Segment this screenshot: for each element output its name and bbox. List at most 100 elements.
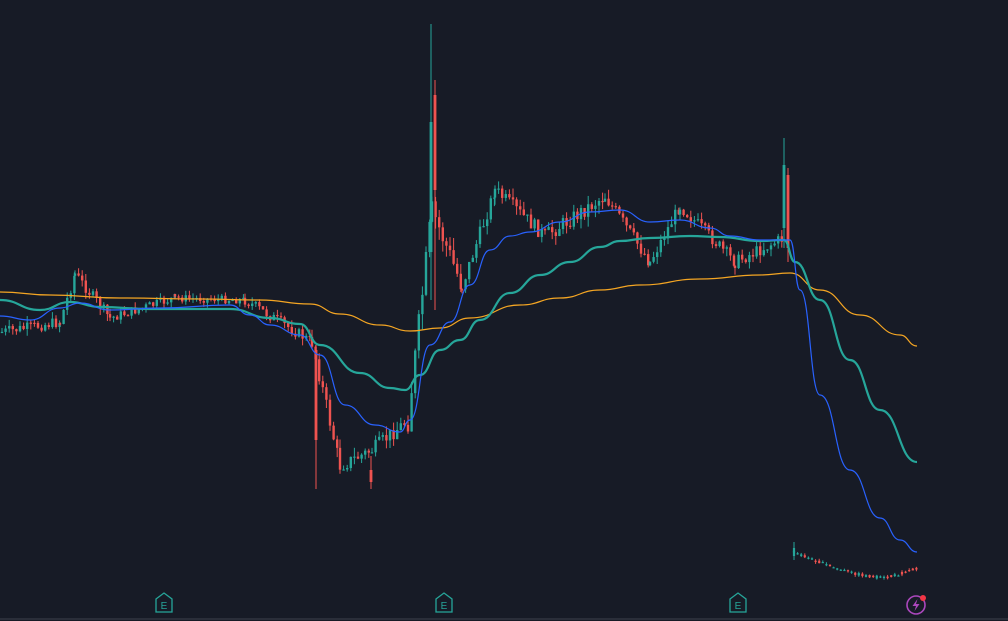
candle <box>364 448 367 460</box>
candle <box>191 293 195 303</box>
candle-body <box>73 273 77 276</box>
candle <box>314 345 318 489</box>
candle-body <box>134 307 137 314</box>
candle-body <box>342 469 345 471</box>
notification-dot <box>920 595 926 601</box>
candle <box>220 293 223 302</box>
candle-body <box>569 225 572 227</box>
candle <box>666 220 670 245</box>
candle <box>689 210 692 228</box>
candle-body <box>247 304 250 306</box>
candle-body <box>367 450 370 453</box>
candle <box>8 319 11 333</box>
candle <box>441 222 444 252</box>
candle-body <box>814 560 817 563</box>
candle <box>276 309 279 323</box>
candle <box>846 569 850 573</box>
candle-body <box>301 329 304 339</box>
candle-body <box>762 250 765 256</box>
candle <box>497 181 500 194</box>
earnings-marker[interactable]: E <box>435 592 453 613</box>
candle-body <box>338 447 342 470</box>
candle-body <box>769 245 773 250</box>
candle-body <box>374 439 377 453</box>
candle <box>648 261 652 267</box>
candle <box>836 567 839 571</box>
candle <box>800 552 803 558</box>
candle-body <box>607 198 610 206</box>
candle-body <box>84 280 87 293</box>
candle-body <box>678 209 682 215</box>
candle <box>594 200 597 218</box>
candle <box>346 464 349 472</box>
candle <box>73 270 77 278</box>
candle-body <box>748 255 751 263</box>
candle-body <box>825 564 828 566</box>
candle-body <box>792 548 796 556</box>
candle-body <box>861 573 864 577</box>
candle <box>269 315 272 324</box>
candle <box>247 303 250 309</box>
candle-body <box>908 570 911 572</box>
candle <box>839 569 842 571</box>
candle <box>868 574 871 579</box>
candle-body <box>475 244 478 258</box>
candle <box>769 242 773 257</box>
candle <box>448 237 452 257</box>
candle <box>336 435 339 458</box>
candle-body <box>73 275 76 294</box>
candle-body <box>346 467 349 470</box>
candle <box>77 268 80 277</box>
candle <box>504 190 507 202</box>
candle <box>656 246 659 265</box>
earnings-marker[interactable]: E <box>155 592 173 613</box>
alert-marker[interactable] <box>906 595 926 615</box>
candle <box>414 348 417 399</box>
candle-body <box>843 569 846 572</box>
candle <box>452 238 455 266</box>
candle-body <box>850 571 853 573</box>
candle <box>897 574 900 577</box>
candle-body <box>879 576 882 578</box>
candle <box>647 249 650 268</box>
candle-body <box>130 307 133 316</box>
candle <box>732 253 736 267</box>
candle <box>792 542 796 560</box>
candle <box>561 214 565 235</box>
candle-body <box>399 423 402 431</box>
candle-body <box>486 219 489 227</box>
candle-body <box>846 570 850 572</box>
candle <box>904 570 907 574</box>
candle-body <box>220 295 223 299</box>
earnings-marker[interactable]: E <box>729 592 747 613</box>
candle <box>58 322 62 326</box>
candle-body <box>251 303 254 306</box>
candle <box>184 290 187 305</box>
candle-body <box>629 225 632 229</box>
candle <box>224 292 227 305</box>
candle-body <box>406 424 410 432</box>
candle-body <box>265 309 268 317</box>
candle-body <box>489 198 492 220</box>
candle-body <box>663 238 666 240</box>
candle-body <box>744 259 747 263</box>
candle <box>162 295 166 310</box>
candle-body <box>403 423 406 425</box>
candle-body <box>36 322 40 328</box>
candle-body <box>448 245 452 251</box>
candle <box>112 315 115 323</box>
candle <box>0 327 4 334</box>
candle-body <box>438 217 441 228</box>
candle-body <box>482 226 485 228</box>
candle-body <box>882 576 886 578</box>
candle-body <box>297 329 301 337</box>
candle <box>611 201 614 210</box>
candle <box>540 224 543 243</box>
candle <box>370 447 374 454</box>
candle-body <box>155 299 158 306</box>
candle <box>62 309 65 325</box>
candle <box>417 310 420 359</box>
